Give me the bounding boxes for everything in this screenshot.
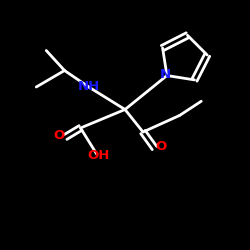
Text: O: O xyxy=(156,140,167,153)
Text: NH: NH xyxy=(78,80,100,94)
Text: N: N xyxy=(160,68,170,81)
Text: OH: OH xyxy=(87,149,110,162)
Text: O: O xyxy=(53,129,64,142)
